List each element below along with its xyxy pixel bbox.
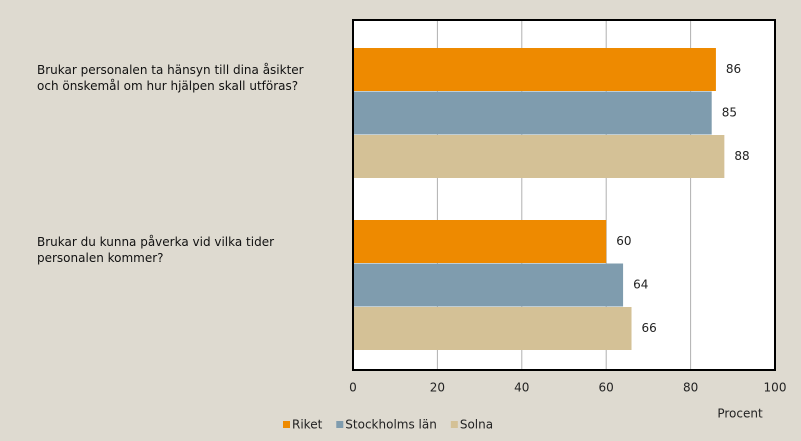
legend-label: Solna [460, 418, 493, 432]
value-label: 85 [722, 106, 737, 120]
bar [353, 220, 607, 263]
bar [353, 91, 712, 135]
x-tick-label: 0 [349, 381, 357, 395]
value-label: 66 [642, 321, 657, 335]
x-tick-label: 20 [430, 381, 445, 395]
x-tick-label: 40 [514, 381, 529, 395]
bar [353, 307, 632, 350]
legend-label: Stockholms län [345, 418, 437, 432]
value-label: 64 [633, 278, 648, 292]
bar [353, 48, 716, 91]
x-tick-label: 60 [599, 381, 614, 395]
value-label: 88 [734, 149, 749, 163]
x-tick-label: 80 [683, 381, 698, 395]
x-tick-label: 100 [764, 381, 787, 395]
value-label: 86 [726, 62, 741, 76]
plot-border [352, 19, 776, 371]
category-label: Brukar personalen ta hänsyn till dina ås… [37, 63, 304, 93]
legend-label: Riket [292, 418, 323, 432]
value-label: 60 [616, 234, 631, 248]
bar [353, 263, 624, 307]
x-axis-label: Procent [717, 407, 763, 421]
legend-swatch [283, 421, 290, 428]
legend-swatch [336, 421, 344, 428]
legend-swatch [450, 421, 458, 428]
bar [353, 135, 725, 178]
category-label: Brukar du kunna påverka vid vilka tider … [37, 235, 275, 265]
